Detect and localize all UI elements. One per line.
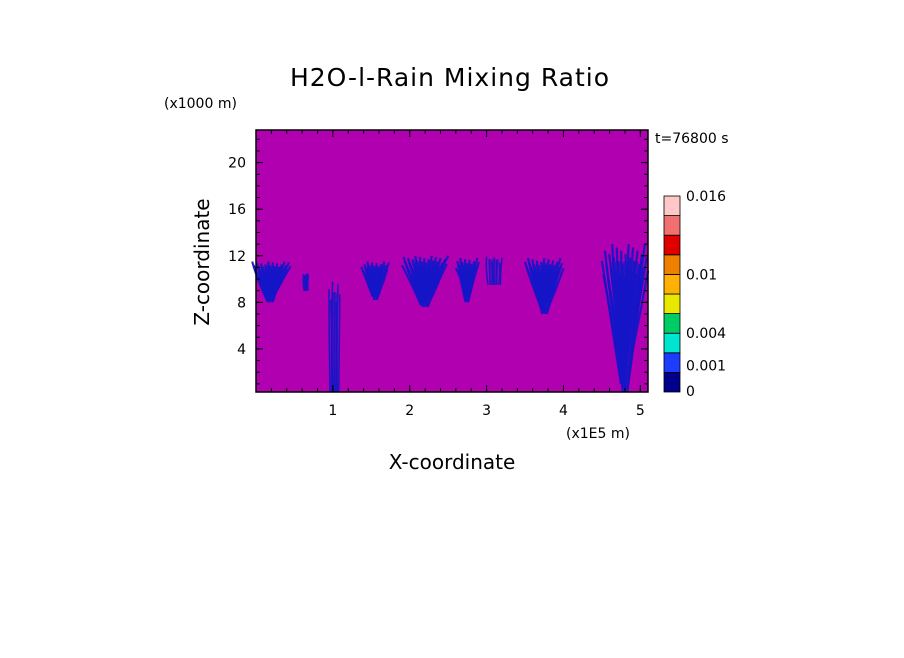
x-tick-label: 3	[482, 403, 491, 419]
x-tick-label: 2	[405, 403, 414, 419]
colorbar-label: 0.001	[686, 358, 726, 374]
rain-core	[331, 293, 337, 392]
y-tick-label: 4	[237, 342, 246, 358]
rain-core	[305, 275, 308, 290]
colorbar-swatch	[664, 196, 680, 216]
rain-streak	[308, 275, 309, 291]
colorbar-label: 0.01	[686, 267, 717, 283]
colorbar-label: 0.016	[686, 189, 726, 205]
x-tick-label: 5	[636, 403, 645, 419]
field-background	[256, 130, 648, 392]
colorbar-swatch	[664, 333, 680, 353]
x-tick-label: 4	[559, 403, 568, 419]
rain-streak	[339, 295, 340, 393]
colorbar-swatch	[664, 353, 680, 373]
colorbar-swatch	[664, 216, 680, 236]
y-tick-label: 20	[228, 156, 246, 172]
x-axis-label: X-coordinate	[389, 450, 516, 474]
rain-core	[490, 259, 499, 285]
colorbar-label: 0.004	[686, 326, 726, 342]
colorbar: 0 0.001 0.004 0.01 0.016	[664, 189, 726, 400]
colorbar-swatch	[664, 274, 680, 294]
y-axis-label: Z-coordinate	[190, 198, 214, 325]
colorbar-swatch	[664, 294, 680, 314]
y-tick-label: 16	[228, 202, 246, 218]
colorbar-swatch	[664, 314, 680, 334]
chart-title: H2O-l-Rain Mixing Ratio	[290, 63, 610, 92]
y-unit-label: (x1000 m)	[164, 96, 237, 112]
y-tick-label: 8	[237, 295, 246, 311]
y-tick-label: 12	[228, 249, 246, 265]
colorbar-label: 0	[686, 384, 695, 400]
rain-cell	[303, 273, 308, 291]
x-tick-label: 1	[328, 403, 337, 419]
colorbar-swatch	[664, 255, 680, 275]
x-unit-label: (x1E5 m)	[566, 426, 630, 442]
time-label: t=76800 s	[655, 131, 729, 147]
colorbar-swatch	[664, 372, 680, 392]
colorbar-swatch	[664, 235, 680, 255]
